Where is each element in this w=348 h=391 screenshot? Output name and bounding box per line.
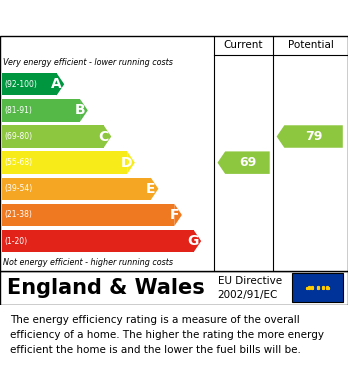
Text: B: B: [74, 103, 85, 117]
Text: (55-68): (55-68): [5, 158, 33, 167]
Bar: [2, 178, 151, 200]
Text: Current: Current: [224, 40, 263, 50]
Text: C: C: [98, 129, 109, 143]
Polygon shape: [193, 230, 201, 252]
Text: (39-54): (39-54): [5, 184, 33, 193]
Text: 79: 79: [305, 130, 322, 143]
Text: 69: 69: [239, 156, 256, 169]
Bar: [292, 273, 343, 302]
Text: Not energy efficient - higher running costs: Not energy efficient - higher running co…: [3, 258, 174, 267]
Text: (21-38): (21-38): [5, 210, 32, 219]
Polygon shape: [277, 125, 343, 148]
Polygon shape: [151, 178, 158, 200]
Text: Potential: Potential: [288, 40, 333, 50]
Bar: [2, 151, 127, 174]
Polygon shape: [127, 151, 135, 174]
Polygon shape: [56, 73, 64, 95]
Text: England & Wales: England & Wales: [7, 278, 205, 298]
Polygon shape: [174, 204, 182, 226]
Bar: [2, 125, 104, 148]
Polygon shape: [80, 99, 88, 122]
Text: A: A: [51, 77, 61, 91]
Text: (92-100): (92-100): [5, 80, 37, 89]
Bar: [2, 230, 193, 252]
Text: Very energy efficient - lower running costs: Very energy efficient - lower running co…: [3, 58, 173, 68]
Polygon shape: [218, 151, 270, 174]
Text: (81-91): (81-91): [5, 106, 32, 115]
Text: Energy Efficiency Rating: Energy Efficiency Rating: [10, 9, 239, 27]
Text: EU Directive
2002/91/EC: EU Directive 2002/91/EC: [218, 276, 282, 300]
Text: E: E: [146, 182, 156, 196]
Text: G: G: [187, 234, 198, 248]
Bar: [2, 99, 80, 122]
Bar: [2, 204, 174, 226]
Text: F: F: [169, 208, 179, 222]
Polygon shape: [104, 125, 111, 148]
Text: The energy efficiency rating is a measure of the overall efficiency of a home. T: The energy efficiency rating is a measur…: [10, 315, 324, 355]
Text: (69-80): (69-80): [5, 132, 33, 141]
Bar: [2, 73, 56, 95]
Text: (1-20): (1-20): [5, 237, 27, 246]
Text: D: D: [120, 156, 132, 170]
